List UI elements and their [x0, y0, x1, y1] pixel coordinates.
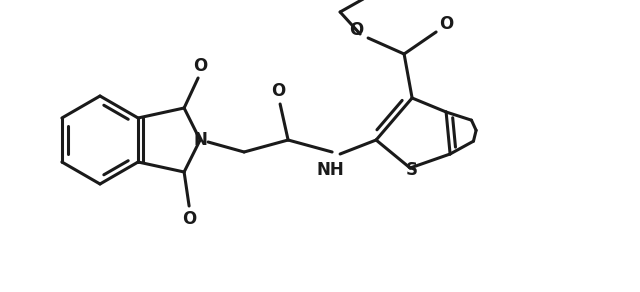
- Text: O: O: [193, 57, 207, 75]
- Text: NH: NH: [316, 161, 344, 179]
- Text: O: O: [439, 15, 453, 33]
- Text: S: S: [406, 161, 418, 179]
- Text: O: O: [349, 21, 364, 39]
- Text: O: O: [271, 82, 285, 100]
- Text: O: O: [182, 210, 196, 228]
- Text: N: N: [193, 131, 207, 149]
